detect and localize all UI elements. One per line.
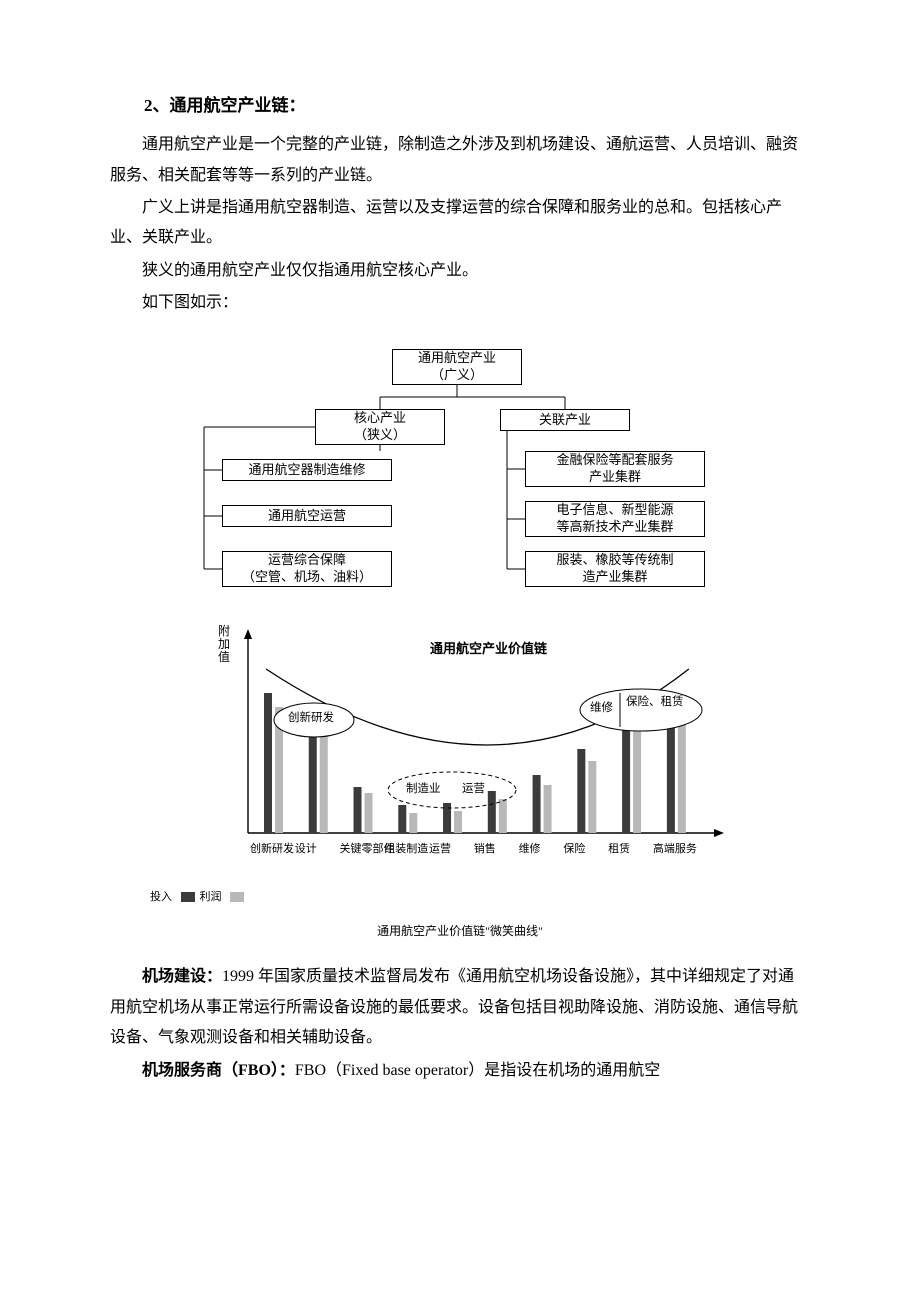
chart-xlabel: 高端服务 [653,839,697,860]
chart-caption: 通用航空产业价值链"微笑曲线" [110,920,810,943]
legend-invest-swatch [181,892,195,902]
curve-label: 制造业 [406,783,441,797]
chart-legend: 投入 利润 [150,887,810,908]
legend-profit-swatch [230,892,244,902]
curve-label: 创新研发 [288,712,334,726]
p5-bold: 机场建设： [142,968,222,985]
tree-node-core1: 通用航空器制造维修 [222,459,392,481]
chart-xlabel: 组装制造 [384,839,428,860]
chart-xlabel: 设计 [295,839,317,860]
paragraph-5: 机场建设：1999 年国家质量技术监督局发布《通用航空机场设备设施》，其中详细规… [110,962,810,1053]
tree-node-assoc: 关联产业 [500,409,630,431]
chart-xlabel: 保险 [563,839,585,860]
tree-node-core: 核心产业（狭义） [315,409,445,445]
tree-node-assoc3: 服装、橡胶等传统制造产业集群 [525,551,705,587]
chart-xlabel: 销售 [474,839,496,860]
paragraph-1: 通用航空产业是一个完整的产业链，除制造之外涉及到机场建设、通航运营、人员培训、融… [110,130,810,191]
tree-node-assoc2: 电子信息、新型能源等高新技术产业集群 [525,501,705,537]
value-chain-chart: 附 加 值 通用航空产业价值链 创新研发设计关键零部件组装制造运营销售维修保险租… [180,623,740,883]
tree-node-core3: 运营综合保障（空管、机场、油料） [222,551,392,587]
tree-node-root: 通用航空产业（广义） [392,349,522,385]
curve-label: 保险、租赁 [626,696,684,710]
industry-tree-diagram: 通用航空产业（广义） 核心产业（狭义） 关联产业通用航空器制造维修通用航空运营运营综… [180,349,740,605]
section-heading: 2、通用航空产业链： [110,90,810,122]
legend-profit-label: 利润 [200,891,222,903]
curve-label: 运营 [462,783,485,797]
curve-label: 维修 [590,702,613,716]
paragraph-2: 广义上讲是指通用航空器制造、运营以及支撑运营的综合保障和服务业的总和。包括核心产… [110,193,810,254]
paragraph-6: 机场服务商（FBO）：FBO（Fixed base operator）是指设在机… [110,1056,810,1086]
chart-title: 通用航空产业价值链 [430,637,547,662]
p6-rest: FBO（Fixed base operator）是指设在机场的通用航空 [295,1062,660,1079]
chart-xlabel: 创新研发 [250,839,294,860]
tree-node-assoc1: 金融保险等配套服务产业集群 [525,451,705,487]
paragraph-4: 如下图如示： [110,288,810,318]
chart-ylabel: 附 加 值 [216,625,232,665]
legend-invest-label: 投入 [150,891,172,903]
chart-xlabel: 租赁 [608,839,630,860]
tree-node-core2: 通用航空运营 [222,505,392,527]
chart-xlabel: 维修 [519,839,541,860]
paragraph-3: 狭义的通用航空产业仅仅指通用航空核心产业。 [110,256,810,286]
chart-xlabel: 运营 [429,839,451,860]
p6-bold: 机场服务商（FBO）： [142,1062,295,1079]
